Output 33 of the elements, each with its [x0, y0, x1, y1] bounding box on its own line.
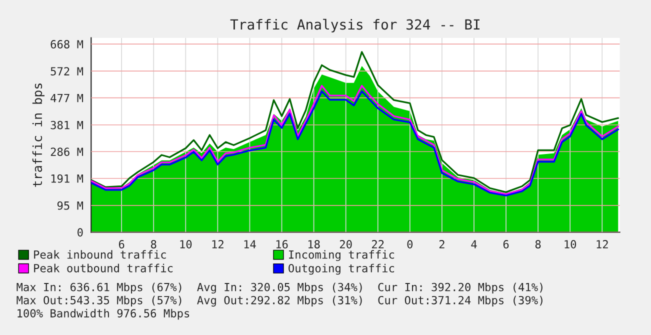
x-tick-label: 18: [308, 240, 320, 248]
x-tick-label: 22: [372, 240, 384, 248]
text: Max Out:543.35 Mbps (57%) Avg Out:292.82 Mbps (31%) Cur Out:371.24 Mbps (39%): [16, 296, 542, 307]
y-tick-label: 0: [78, 228, 83, 237]
chart-title: Traffic Analysis for 324 -- BI: [230, 18, 480, 32]
x-tick-label: 6: [503, 240, 509, 248]
x-tick-label: 12: [596, 240, 608, 248]
text: 100% Bandwidth 976.56 Mbps: [18, 308, 190, 320]
y-tick-label: 668 M: [50, 40, 84, 48]
x-tick-label: 8: [150, 240, 156, 248]
y-tick-label: 286 M: [50, 148, 84, 156]
y-tick-label: 477 M: [50, 94, 84, 102]
x-tick-label: 6: [118, 240, 124, 248]
y-tick-label: 95 M: [57, 201, 84, 210]
y-tick-label: 381 M: [50, 120, 84, 130]
x-tick-label: 8: [535, 240, 541, 248]
text: Max In: 636.61 Mbps (67%) Avg In: 320.05 Mbps (34%) Cur In: 392.20 Mbps (41%): [16, 282, 542, 294]
legend-label: Outgoing traffic: [288, 264, 394, 275]
x-tick-label: 14: [244, 240, 256, 248]
y-tick-label: 572 M: [50, 67, 84, 76]
x-tick-label: 2: [439, 240, 444, 248]
legend-label: Incoming traffic: [289, 250, 394, 261]
y-axis-title: traffic in bps: [32, 84, 44, 187]
x-tick-label: 20: [340, 240, 352, 248]
x-tick-label: 10: [564, 240, 576, 248]
x-tick-label: 10: [180, 240, 192, 248]
legend-label: Peak inbound traffic: [34, 250, 166, 259]
x-tick-label: 16: [276, 240, 288, 248]
y-tick-label: 191 M: [51, 174, 84, 183]
x-tick-label: 4: [471, 240, 477, 248]
x-tick-label: 12: [212, 240, 224, 248]
x-tick-label: 0: [407, 240, 413, 248]
legend-label: Peak outbound traffic: [34, 264, 173, 272]
